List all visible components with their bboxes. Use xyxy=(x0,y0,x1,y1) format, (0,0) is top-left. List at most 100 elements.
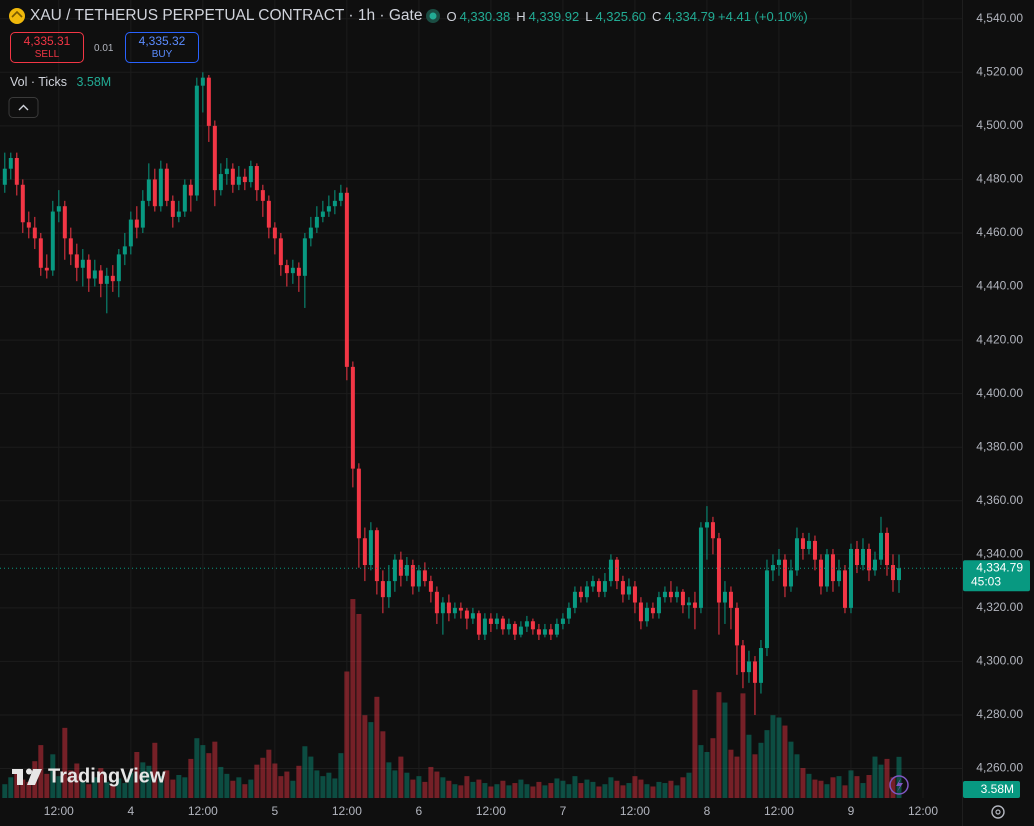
replay-glyph xyxy=(896,778,903,792)
x-tick-label: 12:00 xyxy=(332,804,362,818)
buy-button[interactable]: 4,335.32 BUY xyxy=(125,32,199,63)
candle-body xyxy=(338,192,343,201)
settings-glyph xyxy=(995,809,1001,815)
candle-body xyxy=(734,607,739,646)
candle-body xyxy=(170,200,175,217)
y-tick-label: 4,520.00 xyxy=(976,64,1023,78)
volume-bar xyxy=(866,775,872,798)
candle-body xyxy=(68,238,73,255)
candle-body xyxy=(350,366,355,469)
candle-body xyxy=(818,559,823,587)
volume-bar xyxy=(104,781,110,798)
candle-body xyxy=(890,565,895,581)
volume-bar xyxy=(602,784,608,798)
volume-bar xyxy=(542,785,548,798)
candle-body xyxy=(458,607,463,611)
candle-body xyxy=(854,548,859,566)
candle-body xyxy=(50,211,55,271)
volume-bar xyxy=(356,614,362,798)
volume-bar xyxy=(86,784,92,798)
last-price-badge xyxy=(963,560,1030,592)
candle-body xyxy=(464,610,469,619)
volume-bar xyxy=(464,776,470,798)
replay-icon[interactable] xyxy=(889,775,909,795)
candle-body xyxy=(416,570,421,587)
volume-bar xyxy=(170,779,176,798)
x-tick-label: 7 xyxy=(560,804,567,818)
sell-price: 4,335.31 xyxy=(23,34,71,48)
volume-bar xyxy=(632,776,638,798)
buy-label: BUY xyxy=(151,49,173,60)
candle-body xyxy=(842,570,847,608)
y-tick-label: 4,540.00 xyxy=(976,11,1023,25)
candle-body xyxy=(800,538,805,549)
candle-body xyxy=(650,607,655,614)
candle-body xyxy=(524,621,529,627)
candle-body xyxy=(662,591,667,598)
collapse-button[interactable] xyxy=(8,97,39,118)
candles xyxy=(2,72,901,715)
candle-body xyxy=(728,591,733,608)
volume-bar xyxy=(176,775,182,798)
volume-bar xyxy=(872,756,878,798)
header: XAU / TETHERUS PERPETUAL CONTRACT · 1h ·… xyxy=(30,7,808,25)
volume-bar xyxy=(812,779,818,798)
volume-bar xyxy=(218,766,224,798)
candle-body xyxy=(86,259,91,279)
candle-body xyxy=(704,522,709,528)
indicator-name[interactable]: Vol · Ticks xyxy=(10,75,67,89)
legend-value: 4,325.60 xyxy=(595,8,647,24)
candle-body xyxy=(80,259,85,268)
volume-bar xyxy=(524,784,530,798)
candle-body xyxy=(608,559,613,582)
volume-bar xyxy=(842,785,848,798)
volume-bar xyxy=(284,771,290,798)
candle-body xyxy=(248,166,253,183)
volume-bar xyxy=(596,786,602,798)
volume-bar xyxy=(158,776,164,798)
volume-bar xyxy=(548,783,554,798)
sell-button[interactable]: 4,335.31 SELL xyxy=(10,32,84,63)
symbol[interactable]: XAU / TETHERUS PERPETUAL CONTRACT · 1h ·… xyxy=(30,7,423,24)
volume-bar xyxy=(302,746,308,798)
volume-bar xyxy=(266,749,272,798)
volume-bar xyxy=(404,772,410,798)
volume-bar xyxy=(704,752,710,798)
candle-body xyxy=(2,168,7,185)
volume-bar xyxy=(674,785,680,798)
candle-body xyxy=(308,227,313,239)
candle-body xyxy=(584,586,589,598)
volume-bar xyxy=(512,783,518,798)
candle-body xyxy=(494,618,499,624)
volume-bar xyxy=(110,785,116,798)
candle-body xyxy=(620,581,625,595)
volume-bar xyxy=(140,762,146,798)
indicator-value: 3.58M xyxy=(76,75,112,89)
candle-body xyxy=(878,532,883,560)
volume-bar xyxy=(434,771,440,798)
volume-bar xyxy=(56,776,62,798)
candle-body xyxy=(674,591,679,598)
candle-body xyxy=(578,591,583,598)
settings-icon[interactable] xyxy=(991,805,1005,819)
candle-body xyxy=(788,570,793,587)
candle-body xyxy=(20,184,25,223)
x-tick-label: 9 xyxy=(848,804,855,818)
candle-body xyxy=(152,179,157,207)
x-tick-label: 12:00 xyxy=(620,804,650,818)
candle-body xyxy=(560,618,565,624)
candle-body xyxy=(446,602,451,614)
volume-bar xyxy=(662,783,668,798)
volume-bar xyxy=(344,671,350,798)
volume-bar xyxy=(446,780,452,798)
volume-bar xyxy=(260,757,266,798)
legend-key: L xyxy=(585,8,593,24)
candle-body xyxy=(38,238,43,268)
volume-bar xyxy=(290,780,296,798)
candle-body xyxy=(284,265,289,274)
volume-bar xyxy=(14,769,20,798)
y-tick-label: 4,280.00 xyxy=(976,707,1023,721)
volume-bar xyxy=(818,780,824,798)
